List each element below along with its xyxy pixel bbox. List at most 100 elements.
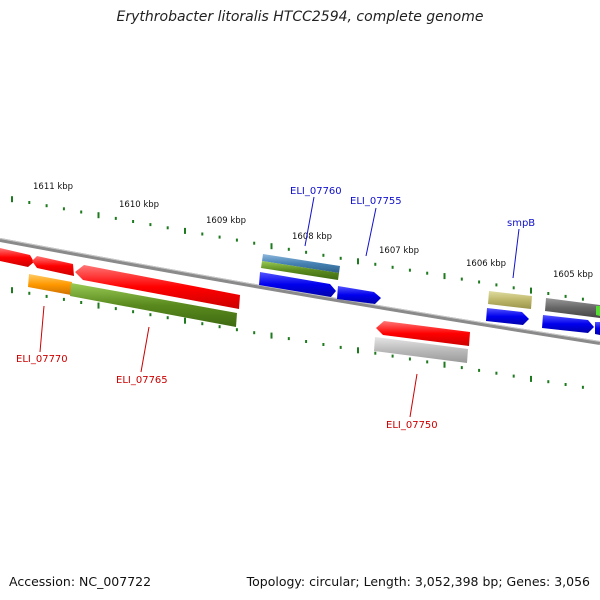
gene-green-ELI_07765[interactable] — [70, 283, 237, 327]
outer-scale-tick — [443, 273, 446, 280]
inner-scale-tick — [45, 294, 48, 298]
inner-scale-tick — [114, 307, 117, 311]
outer-scale-tick — [495, 283, 498, 287]
outer-scale-tick — [512, 286, 515, 290]
gene-darkgray-right[interactable] — [545, 298, 600, 318]
inner-scale-tick — [97, 302, 100, 309]
gene-label-ELI_07760: ELI_07760 — [290, 186, 342, 197]
outer-scale-tick — [28, 201, 31, 204]
inner-scale-tick — [80, 301, 83, 304]
gene-lightgreen-edge[interactable] — [596, 306, 600, 316]
leader-ELI_07760 — [304, 196, 315, 247]
outer-scale-tick — [166, 226, 169, 230]
outer-scale-tick — [339, 256, 342, 260]
gene-label-ELI_07750: ELI_07750 — [386, 420, 438, 431]
gene-label-ELI_07765: ELI_07765 — [116, 375, 168, 386]
inner-scale-tick — [287, 337, 290, 341]
inner-scale-tick — [28, 291, 31, 295]
gene-red-ELI_07750-arrow[interactable] — [376, 321, 470, 346]
inner-scale-tick — [253, 331, 256, 335]
scale-label-1605: 1605 kbp — [553, 270, 593, 280]
outer-scale-tick — [235, 238, 238, 242]
gene-khaki-smpB[interactable] — [488, 291, 532, 309]
inner-scale-tick — [132, 310, 135, 314]
gene-blue-arrow-2[interactable] — [337, 286, 381, 304]
inner-scale-tick — [270, 332, 273, 339]
inner-scale-tick — [530, 375, 532, 382]
outer-scale-tick — [45, 204, 48, 208]
gene-orange-ELI_07770[interactable] — [28, 274, 72, 295]
inner-scale-tick — [184, 317, 186, 324]
inner-scale-tick — [495, 371, 498, 375]
scale-label-1606: 1606 kbp — [466, 259, 506, 269]
outer-scale-tick — [80, 210, 83, 214]
inner-scale-tick — [426, 360, 429, 364]
leader-ELI_07750 — [409, 373, 418, 418]
gene-blue-edge[interactable] — [595, 322, 600, 335]
outer-scale-tick — [184, 227, 186, 234]
inner-scale-tick — [564, 383, 567, 386]
inner-scale-tick — [62, 297, 65, 301]
outer-scale-tick — [426, 271, 429, 275]
inner-scale-tick — [512, 374, 515, 378]
outer-scale-tick — [547, 292, 550, 295]
inner-scale-tick — [201, 322, 204, 326]
gene-blue-arrow-3[interactable] — [486, 308, 529, 325]
outer-scale-tick — [357, 258, 359, 265]
topology-label: Topology: circular; Length: 3,052,398 bp… — [246, 574, 590, 589]
gene-red-arrow-left[interactable] — [32, 256, 74, 276]
gene-label-ELI_07770: ELI_07770 — [16, 354, 68, 365]
outer-scale-tick — [218, 235, 221, 239]
leader-smpB — [512, 228, 520, 279]
outer-scale-tick — [478, 280, 481, 284]
gene-red-ELI_07765-arrow[interactable] — [75, 265, 240, 309]
inner-scale-tick — [391, 354, 394, 358]
inner-scale-tick — [166, 316, 169, 320]
outer-scale-tick — [287, 247, 290, 251]
scale-label-1608: 1608 kbp — [292, 232, 332, 242]
gene-label-smpB: smpB — [507, 218, 535, 229]
inner-scale-tick — [460, 366, 463, 370]
outer-scale-tick — [149, 223, 152, 227]
gene-red-arrow-far-left[interactable] — [0, 248, 34, 267]
inner-scale-tick — [581, 385, 584, 389]
gene-gray-ELI_07750[interactable] — [374, 337, 468, 363]
outer-scale-tick — [460, 277, 463, 281]
inner-scale-tick — [149, 313, 152, 317]
scale-label-1609: 1609 kbp — [206, 216, 246, 226]
outer-scale-tick — [391, 265, 394, 269]
inner-scale-ticks — [11, 287, 584, 389]
outer-scale-tick — [11, 196, 13, 203]
outer-scale-tick — [374, 262, 377, 266]
outer-scale-tick — [132, 220, 135, 223]
scale-label-1610: 1610 kbp — [119, 200, 159, 210]
gene-label-ELI_07755: ELI_07755 — [350, 196, 402, 207]
scale-label-1611: 1611 kbp — [33, 182, 73, 192]
inner-scale-tick — [11, 287, 13, 294]
map-title: Erythrobacter litoralis HTCC2594, comple… — [116, 9, 484, 25]
inner-scale-tick — [357, 347, 359, 354]
genome-backbone — [0, 238, 600, 345]
gene-green-small[interactable] — [261, 261, 339, 280]
scale-label-1607: 1607 kbp — [379, 246, 419, 256]
inner-scale-tick — [339, 345, 342, 349]
inner-scale-tick — [374, 351, 377, 355]
outer-scale-tick — [253, 241, 256, 245]
outer-scale-tick — [322, 253, 325, 257]
accession-label: Accession: NC_007722 — [9, 574, 152, 589]
outer-scale-ticks — [11, 196, 584, 301]
outer-scale-tick — [530, 287, 532, 294]
outer-scale-tick — [114, 216, 117, 220]
outer-scale-tick — [564, 294, 567, 298]
outer-scale-tick — [305, 250, 308, 254]
outer-scale-tick — [97, 212, 100, 219]
outer-scale-tick — [270, 243, 273, 250]
inner-scale-tick — [478, 368, 481, 372]
inner-scale-tick — [322, 343, 325, 346]
outer-scale-tick — [581, 297, 584, 301]
inner-scale-tick — [235, 328, 238, 332]
gene-blue-arrow-4[interactable] — [542, 315, 594, 333]
gene-steelblue[interactable] — [262, 254, 340, 273]
gene-blue-arrow-1[interactable] — [259, 272, 336, 297]
